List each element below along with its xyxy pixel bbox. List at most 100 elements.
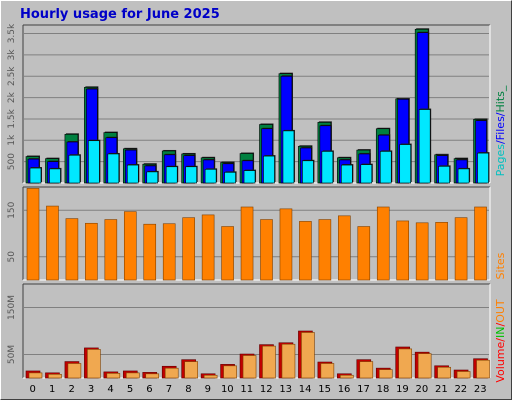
x-tick-label: 23 bbox=[474, 384, 487, 395]
x-tick-label: 20 bbox=[416, 384, 429, 395]
pages-bar bbox=[263, 155, 275, 184]
sites-bar bbox=[162, 223, 176, 281]
out-bar bbox=[203, 374, 218, 379]
legend-sep: / bbox=[494, 140, 507, 144]
out-bar bbox=[281, 343, 296, 379]
pages-bar bbox=[379, 151, 392, 184]
sites-bar bbox=[260, 219, 273, 281]
sites-bar bbox=[318, 219, 332, 281]
pages-bar bbox=[204, 169, 217, 184]
out-bar bbox=[48, 373, 62, 379]
sites-bar bbox=[221, 226, 234, 281]
legend-in: IN bbox=[494, 327, 507, 338]
x-tick-label: 19 bbox=[396, 384, 409, 395]
legend-sep: _ bbox=[494, 85, 507, 92]
sites-bar bbox=[85, 222, 98, 281]
out-bar bbox=[456, 371, 471, 379]
sites-bar bbox=[104, 219, 118, 281]
pages-bar bbox=[243, 170, 256, 184]
out-bar bbox=[359, 361, 374, 379]
legend-sep: / bbox=[494, 112, 507, 116]
x-tick-label: 18 bbox=[377, 384, 390, 395]
sites-bar bbox=[26, 188, 40, 281]
x-tick-label: 8 bbox=[185, 384, 191, 395]
x-tick-label: 6 bbox=[146, 384, 152, 395]
sites-bar bbox=[376, 206, 390, 281]
out-bar bbox=[125, 372, 140, 379]
legend-sep: / bbox=[494, 323, 507, 327]
legend-volume: Volume bbox=[494, 341, 507, 382]
sites-bar bbox=[279, 208, 293, 281]
x-tick-label: 16 bbox=[338, 384, 351, 395]
panel-0-ytick: 1.5k bbox=[7, 108, 17, 128]
panel-0-ytick: 1k bbox=[7, 134, 17, 146]
x-tick-label: 7 bbox=[166, 384, 172, 395]
pages-bar bbox=[341, 164, 353, 184]
sites-bar bbox=[338, 215, 351, 281]
out-bar bbox=[106, 373, 121, 379]
x-tick-label: 3 bbox=[88, 384, 94, 395]
pages-bar bbox=[88, 140, 100, 184]
pages-bar bbox=[360, 164, 373, 184]
out-bar bbox=[340, 374, 354, 379]
out-bar bbox=[164, 367, 179, 379]
x-tick-label: 5 bbox=[127, 384, 133, 395]
out-bar bbox=[378, 369, 393, 379]
x-tick-label: 0 bbox=[30, 384, 36, 395]
pages-bar bbox=[165, 166, 178, 184]
pages-bar bbox=[49, 168, 61, 184]
out-bar bbox=[223, 365, 237, 379]
x-tick-label: 11 bbox=[240, 384, 253, 395]
x-tick-label: 22 bbox=[454, 384, 467, 395]
x-tick-label: 17 bbox=[357, 384, 370, 395]
sites-bar bbox=[46, 205, 59, 281]
pages-bar bbox=[107, 153, 120, 184]
pages-bar bbox=[282, 130, 295, 184]
out-bar bbox=[262, 345, 276, 379]
sites-bar bbox=[143, 223, 157, 281]
sites-bar bbox=[454, 217, 468, 281]
pages-bar bbox=[29, 167, 42, 184]
out-bar bbox=[184, 361, 198, 379]
x-tick-label: 10 bbox=[221, 384, 234, 395]
pages-bar bbox=[457, 168, 470, 184]
sites-bar bbox=[474, 206, 487, 281]
pages-bar bbox=[224, 172, 236, 184]
out-bar bbox=[145, 373, 160, 379]
legend-sep: / bbox=[494, 338, 507, 342]
x-tick-label: 12 bbox=[260, 384, 273, 395]
sites-bar bbox=[415, 222, 429, 281]
legend-hourly: Pages/Files/Hits_ bbox=[494, 85, 507, 176]
panel-1-ytick: 50 bbox=[7, 251, 17, 263]
pages-bar bbox=[477, 152, 489, 184]
x-tick-label: 9 bbox=[205, 384, 211, 395]
panel-2-ytick: 50M bbox=[7, 345, 17, 364]
sites-bar bbox=[123, 211, 137, 281]
x-tick-label: 21 bbox=[435, 384, 448, 395]
out-bar bbox=[398, 348, 413, 379]
out-bar bbox=[437, 366, 451, 379]
sites-bar bbox=[182, 217, 195, 281]
pages-bar bbox=[399, 144, 412, 184]
panel-2-area bbox=[23, 284, 490, 378]
pages-bar bbox=[438, 166, 450, 184]
panel-0-ytick: 2k bbox=[7, 91, 17, 103]
sites-bar bbox=[201, 214, 215, 281]
legend-hits: Hits bbox=[494, 91, 507, 113]
panel-0-ytick: 3.5k bbox=[7, 23, 17, 43]
panel-0-ytick: 500 bbox=[7, 153, 17, 170]
x-tick-label: 14 bbox=[299, 384, 312, 395]
pages-bar bbox=[68, 154, 81, 184]
out-bar bbox=[87, 349, 101, 379]
chart-title: Hourly usage for June 2025 bbox=[20, 7, 220, 22]
pages-bar bbox=[302, 160, 314, 184]
x-tick-label: 15 bbox=[318, 384, 331, 395]
legend-files: Files bbox=[494, 116, 507, 140]
out-bar bbox=[476, 359, 490, 379]
pages-bar bbox=[321, 151, 334, 184]
legend-volume-group: Volume/IN/OUT bbox=[494, 299, 507, 383]
panel-0-ytick: 2.5k bbox=[7, 66, 17, 86]
panel-1-ytick: 150 bbox=[7, 201, 17, 218]
legend-pages: Pages bbox=[494, 144, 507, 177]
